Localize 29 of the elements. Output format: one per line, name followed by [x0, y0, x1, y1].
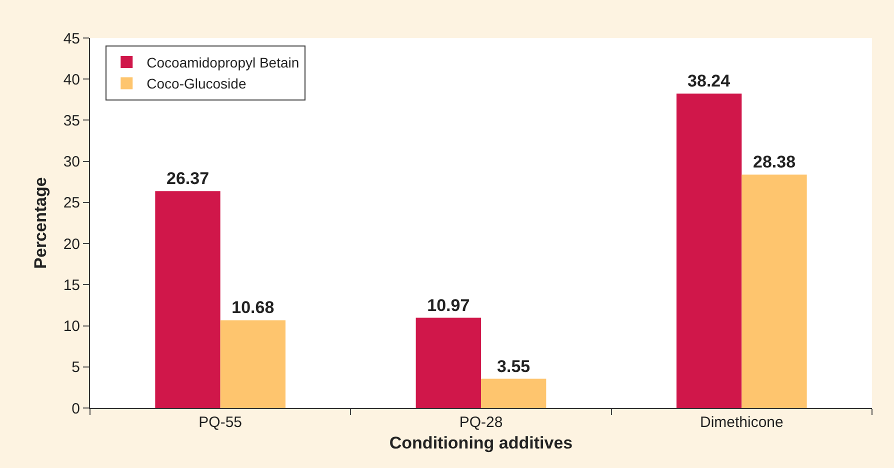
legend-label: Cocoamidopropyl Betain [146, 54, 300, 70]
bar [220, 320, 286, 408]
data-label: 26.37 [166, 169, 210, 188]
x-tick-label: Dimethicone [700, 414, 784, 431]
y-tick-label: 5 [72, 359, 80, 376]
x-tick-label: PQ-28 [459, 414, 503, 431]
y-tick-label: 30 [63, 154, 80, 171]
y-tick-label: 40 [63, 71, 80, 88]
bar [676, 94, 742, 408]
bar [742, 174, 807, 408]
bar [155, 191, 220, 408]
y-tick-label: 45 [63, 30, 80, 48]
y-tick-label: 15 [63, 276, 80, 294]
data-label: 38.24 [688, 72, 731, 91]
y-tick-label: 35 [63, 112, 80, 130]
data-label: 3.55 [497, 356, 530, 376]
y-tick-label: 25 [63, 194, 80, 212]
y-tick-label: 10 [63, 318, 80, 336]
bar [416, 318, 481, 408]
y-axis-title: Percentage [30, 177, 50, 269]
bar [481, 378, 546, 408]
data-label: 28.38 [752, 152, 796, 172]
x-tick-label: PQ-55 [198, 414, 242, 431]
y-tick-label: 0 [72, 400, 80, 418]
data-label: 10.68 [232, 298, 274, 318]
y-tick-label: 20 [63, 236, 80, 253]
data-label: 10.97 [427, 296, 470, 315]
legend-label: Coco-Glucoside [146, 76, 246, 92]
x-axis-title: Conditioning additives [389, 433, 573, 452]
